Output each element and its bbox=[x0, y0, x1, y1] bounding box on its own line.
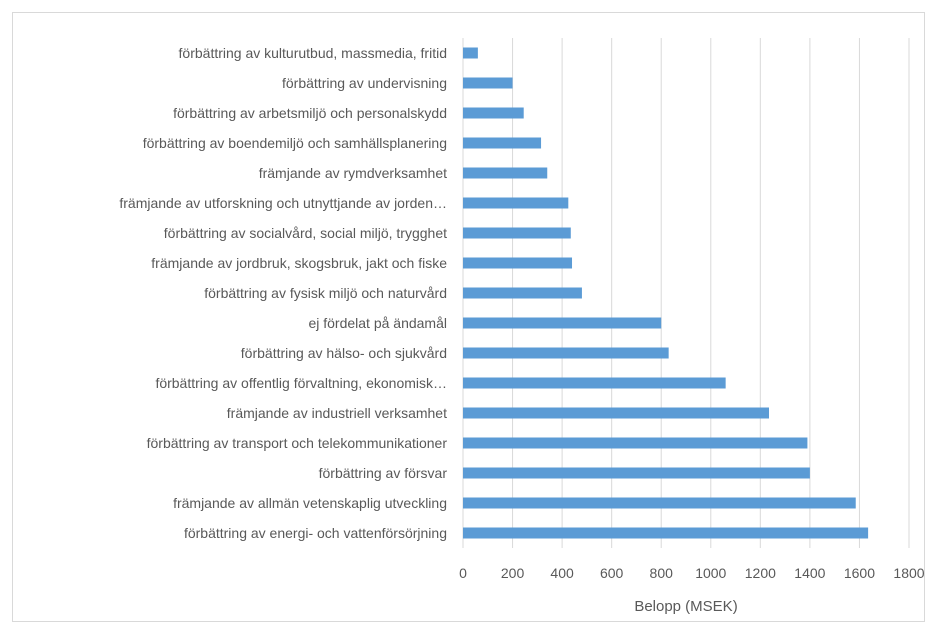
gridlines bbox=[462, 38, 910, 548]
category-label: främjande av jordbruk, skogsbruk, jakt o… bbox=[151, 255, 447, 271]
category-label: förbättring av offentlig förvaltning, ek… bbox=[155, 375, 447, 391]
category-label: förbättring av socialvård, social miljö,… bbox=[164, 225, 447, 241]
category-label: förbättring av kulturutbud, massmedia, f… bbox=[179, 45, 447, 61]
x-tick-label: 1400 bbox=[794, 565, 825, 581]
x-tick-label: 1800 bbox=[893, 565, 924, 581]
x-tick-label: 0 bbox=[459, 565, 467, 581]
bar bbox=[463, 137, 542, 149]
category-label: förbättring av transport och telekommuni… bbox=[147, 435, 448, 451]
category-label: förbättring av fysisk miljö och naturvår… bbox=[204, 285, 447, 301]
bar bbox=[463, 377, 726, 389]
bar bbox=[463, 227, 571, 239]
category-label: främjande av rymdverksamhet bbox=[259, 165, 447, 181]
x-axis-title: Belopp (MSEK) bbox=[634, 598, 737, 615]
x-tick-label: 400 bbox=[550, 565, 574, 581]
x-tick-label: 200 bbox=[501, 565, 525, 581]
category-label: främjande av utforskning och utnyttjande… bbox=[119, 195, 447, 211]
bar bbox=[463, 497, 856, 509]
bar bbox=[463, 347, 669, 359]
x-tick-labels: 0 200 400 600 800 1000 1200 1400 1600 1800 bbox=[459, 565, 925, 581]
bar bbox=[463, 107, 524, 119]
category-label: förbättring av boendemiljö och samhällsp… bbox=[143, 135, 447, 151]
x-tick-label: 600 bbox=[600, 565, 624, 581]
bar bbox=[463, 287, 582, 299]
category-label: förbättring av hälso- och sjukvård bbox=[241, 345, 447, 361]
bar bbox=[463, 257, 573, 269]
category-label: ej fördelat på ändamål bbox=[308, 315, 447, 331]
category-label: förbättring av undervisning bbox=[282, 75, 447, 91]
bar bbox=[463, 77, 513, 89]
bar bbox=[463, 437, 808, 449]
bar bbox=[463, 527, 869, 539]
category-labels: förbättring av kulturutbud, massmedia, f… bbox=[119, 45, 447, 541]
category-label: förbättring av försvar bbox=[319, 465, 448, 481]
bar bbox=[463, 467, 810, 479]
bar bbox=[463, 197, 569, 209]
bars bbox=[463, 47, 869, 539]
bar bbox=[463, 407, 770, 419]
x-tick-label: 800 bbox=[650, 565, 674, 581]
bar bbox=[463, 47, 478, 59]
bar bbox=[463, 167, 548, 179]
x-tick-label: 1600 bbox=[844, 565, 875, 581]
x-tick-label: 1000 bbox=[695, 565, 726, 581]
bar bbox=[463, 317, 662, 329]
category-label: främjande av industriell verksamhet bbox=[227, 405, 447, 421]
category-label: förbättring av energi- och vattenförsörj… bbox=[184, 525, 447, 541]
x-tick-label: 1200 bbox=[745, 565, 776, 581]
category-label: förbättring av arbetsmiljö och personals… bbox=[173, 105, 447, 121]
category-label: främjande av allmän vetenskaplig utveckl… bbox=[173, 495, 447, 511]
